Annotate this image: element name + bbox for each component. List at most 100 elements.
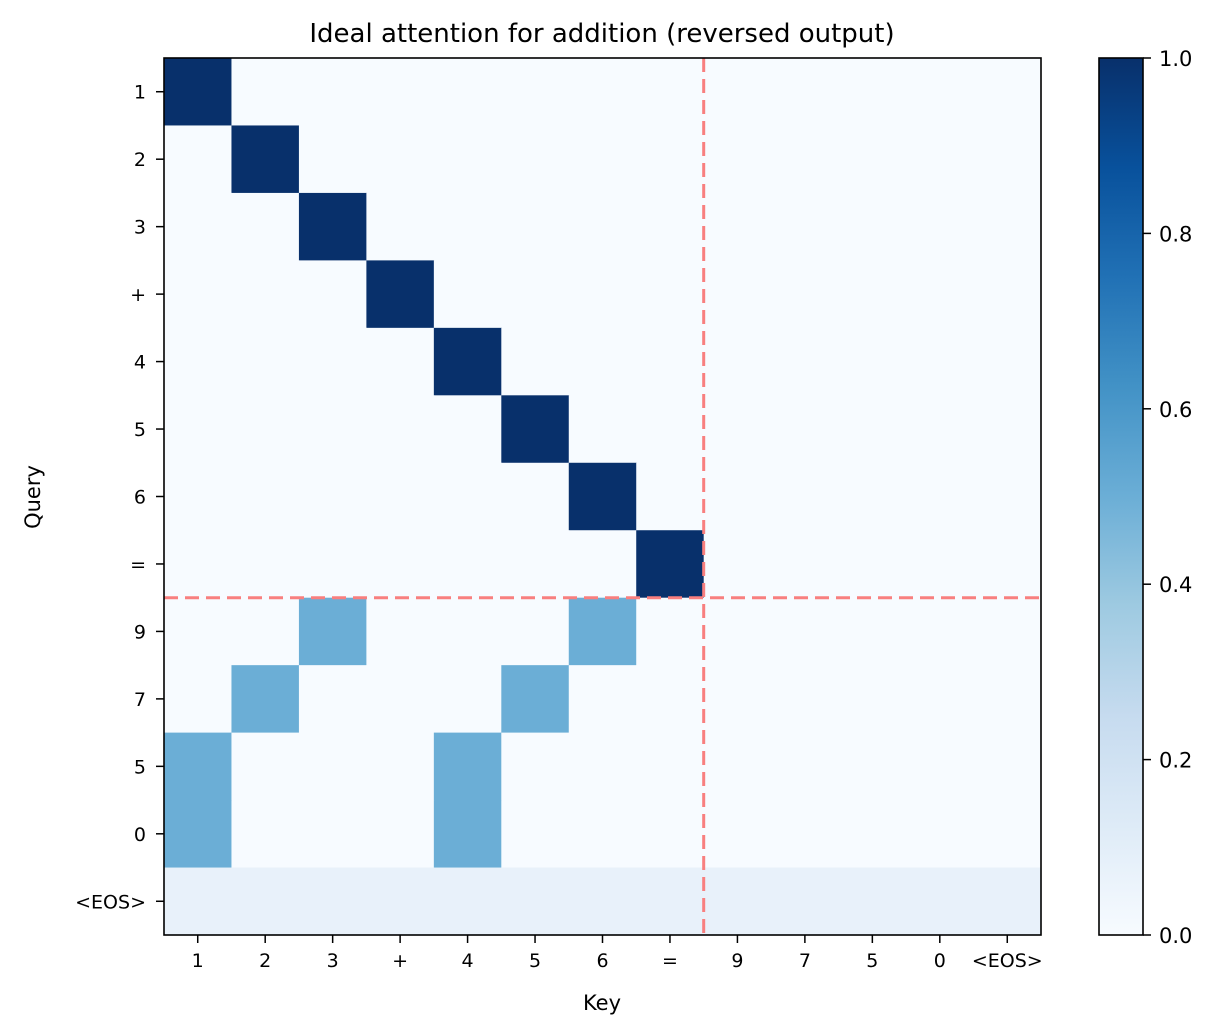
heatmap-cell — [568, 462, 637, 531]
heatmap-cell — [298, 395, 367, 464]
heatmap-cell — [568, 395, 637, 464]
heatmap-cell — [906, 867, 975, 936]
y-tick-label: 5 — [134, 756, 146, 778]
y-tick-label: = — [130, 554, 146, 576]
heatmap-cell — [164, 395, 232, 464]
heatmap-cell — [703, 867, 772, 936]
heatmap-cell — [771, 395, 840, 464]
heatmap-cell — [703, 462, 772, 531]
heatmap-cell — [231, 800, 300, 869]
heatmap-cell — [568, 665, 637, 734]
heatmap-cell — [973, 58, 1042, 126]
heatmap-cell — [433, 732, 502, 801]
heatmap-cell — [433, 800, 502, 869]
y-tick-label: 4 — [134, 352, 146, 374]
colorbar-tick-label: 0.0 — [1159, 924, 1192, 948]
heatmap-cell — [636, 462, 705, 531]
heatmap-cell — [703, 530, 772, 599]
heatmap-cell — [973, 530, 1042, 599]
heatmap-cell — [501, 530, 570, 599]
y-tick-label: 9 — [134, 621, 146, 643]
heatmap-cell — [973, 192, 1042, 261]
x-tick-label: <EOS> — [972, 950, 1043, 972]
heatmap-cell — [231, 395, 300, 464]
heatmap-cell — [298, 58, 367, 126]
heatmap-cell — [838, 867, 907, 936]
x-tick-label: 5 — [529, 950, 541, 972]
heatmap-cell — [906, 800, 975, 869]
heatmap-cell — [906, 192, 975, 261]
y-tick-label: 1 — [134, 82, 146, 104]
x-axis-label: Key — [583, 991, 621, 1015]
heatmap-cell — [231, 665, 300, 734]
heatmap-cell — [366, 192, 435, 261]
heatmap-cell — [636, 732, 705, 801]
heatmap-cell — [771, 125, 840, 194]
heatmap-cell — [568, 597, 637, 666]
heatmap-cell — [771, 732, 840, 801]
heatmap-cell — [298, 327, 367, 396]
heatmap-cell — [164, 58, 232, 126]
heatmap-cell — [298, 462, 367, 531]
heatmap-cell — [636, 260, 705, 329]
x-tick-label: 5 — [866, 950, 878, 972]
heatmap-cell — [164, 125, 232, 194]
heatmap-cell — [231, 260, 300, 329]
y-tick-label: 3 — [134, 217, 146, 239]
y-tick-label: + — [130, 284, 146, 306]
heatmap-cell — [973, 395, 1042, 464]
heatmap-cell — [164, 327, 232, 396]
heatmap-cell — [366, 800, 435, 869]
heatmap-cell — [973, 125, 1042, 194]
heatmap-cell — [501, 260, 570, 329]
heatmap-cell — [366, 260, 435, 329]
heatmap-cell — [366, 530, 435, 599]
heatmap-cell — [298, 260, 367, 329]
heatmap-cell — [433, 125, 502, 194]
heatmap-cell — [838, 732, 907, 801]
heatmap-cell — [838, 260, 907, 329]
colorbar-tick-label: 0.8 — [1159, 222, 1192, 246]
heatmap-cell — [366, 395, 435, 464]
heatmap-cell — [838, 327, 907, 396]
heatmap-cell — [501, 800, 570, 869]
y-tick-label: 6 — [134, 487, 146, 509]
chart-title: Ideal attention for addition (reversed o… — [309, 19, 894, 49]
heatmap-cell — [973, 462, 1042, 531]
heatmap-cell — [771, 665, 840, 734]
heatmap-cell — [906, 665, 975, 734]
heatmap-cell — [771, 867, 840, 936]
heatmap-cell — [433, 58, 502, 126]
heatmap-cell — [703, 597, 772, 666]
heatmap-cell — [164, 800, 232, 869]
heatmap-cell — [298, 597, 367, 666]
heatmap-cell — [231, 58, 300, 126]
heatmap-cell — [164, 732, 232, 801]
heatmap-cell — [433, 395, 502, 464]
x-tick-label: 9 — [731, 950, 743, 972]
heatmap-cell — [164, 665, 232, 734]
x-tick-label: = — [662, 950, 678, 972]
heatmap-cell — [433, 867, 502, 936]
heatmap-cell — [973, 732, 1042, 801]
colorbar-tick-label: 0.6 — [1159, 398, 1192, 422]
heatmap-cell — [433, 192, 502, 261]
heatmap-cell — [973, 800, 1042, 869]
heatmap-cell — [568, 530, 637, 599]
heatmap-cell — [703, 260, 772, 329]
x-tick-label: 7 — [799, 950, 811, 972]
heatmap-cell — [636, 395, 705, 464]
heatmap-cell — [501, 597, 570, 666]
heatmap-cell — [231, 597, 300, 666]
heatmap-cell — [636, 665, 705, 734]
heatmap-cell — [771, 800, 840, 869]
heatmap-cell — [298, 192, 367, 261]
heatmap-cells — [164, 58, 1042, 936]
heatmap-cell — [771, 58, 840, 126]
heatmap-cell — [501, 867, 570, 936]
heatmap-cell — [568, 58, 637, 126]
heatmap-cell — [973, 665, 1042, 734]
heatmap-cell — [906, 597, 975, 666]
heatmap-cell — [838, 192, 907, 261]
heatmap-cell — [771, 192, 840, 261]
